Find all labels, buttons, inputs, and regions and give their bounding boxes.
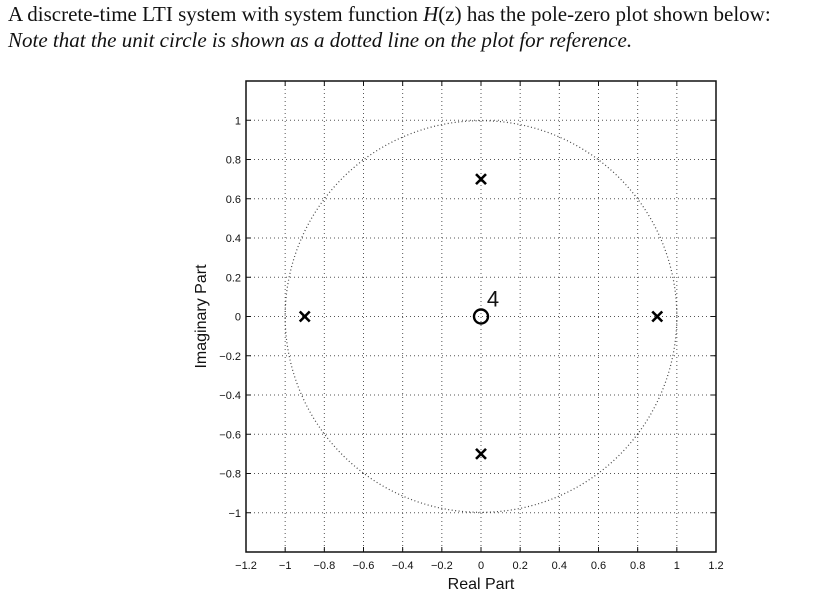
x-tick-label: −0.8 [313,560,335,572]
x-tick-label: −0.2 [431,560,453,572]
x-tick-label: 0.2 [513,560,528,572]
x-axis-label: Real Part [448,576,515,593]
y-tick-label: 0.6 [226,194,241,206]
x-tick-label: 1.2 [708,560,723,572]
y-tick-label: −0.2 [219,351,241,363]
unit-circle-note: Note that the unit circle is shown as a … [8,28,633,52]
y-axis-label: Imaginary Part [193,264,210,369]
y-tick-label: −0.6 [219,429,241,441]
zero-multiplicity-label: 4 [487,287,499,312]
x-tick-label: −1.2 [235,560,257,572]
pole-marker-icon [475,173,487,186]
zero-marker-icon [472,308,490,325]
y-tick-label: −0.8 [219,469,241,481]
statement-text: A discrete-time LTI system with system f… [8,2,424,26]
y-tick-label: −1 [228,508,241,520]
statement-text-end: has the pole-zero plot shown below: [461,2,771,26]
y-tick-label: −0.4 [219,390,241,402]
pole-marker-icon [475,447,487,460]
x-tick-label: 0.6 [591,560,606,572]
x-tick-label: −1 [279,560,292,572]
x-tick-label: 1 [674,560,680,572]
plot-frame [245,80,717,553]
pole-marker-icon [298,310,311,323]
x-tick-label: 0 [478,560,484,572]
x-tick-label: −0.6 [353,560,375,572]
y-tick-label: 0.8 [226,155,241,167]
pole-marker-icon [651,310,664,323]
x-tick-label: 0.8 [630,560,645,572]
y-tick-label: 0 [235,312,241,324]
problem-statement: A discrete-time LTI system with system f… [8,2,771,27]
system-function-symbol: H [423,2,439,26]
x-tick-label: −0.4 [392,560,414,572]
system-function-arg: (z) [438,2,462,26]
y-tick-label: 1 [235,115,241,127]
y-tick-label: 0.2 [226,272,241,284]
x-tick-label: 0.4 [552,560,567,572]
y-tick-label: 0.4 [226,233,241,245]
